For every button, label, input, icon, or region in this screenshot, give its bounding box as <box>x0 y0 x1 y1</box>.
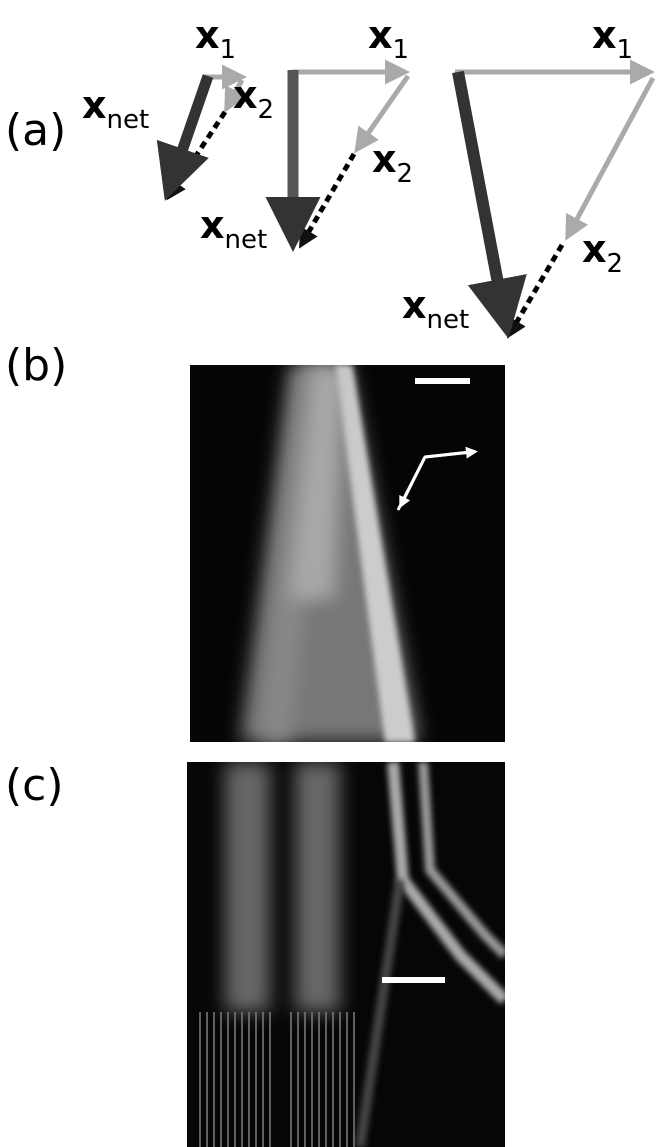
symbol: x <box>233 73 258 117</box>
panel-label: (a) <box>5 105 66 156</box>
figure: (a) x1x2xnetx1x2xnetx1x2xnet (b) (c) <box>0 0 659 1147</box>
micrograph <box>190 365 505 742</box>
vector-label: x2 <box>372 137 413 189</box>
symbol: x <box>200 203 225 247</box>
vector-label: xnet <box>82 83 149 135</box>
symbol: x <box>372 137 397 181</box>
subscript: 2 <box>607 249 624 279</box>
vector-label: xnet <box>200 203 267 255</box>
subscript: net <box>427 305 470 335</box>
arrow-xnet <box>458 72 504 315</box>
symbol: x <box>402 283 427 327</box>
vector-diagram <box>455 72 653 330</box>
subscript: 1 <box>220 35 237 65</box>
symbol: x <box>368 13 393 57</box>
vector-label: x1 <box>368 13 409 65</box>
subscript: net <box>225 225 268 255</box>
micrograph <box>187 762 505 1147</box>
vector-label: x2 <box>582 227 623 279</box>
panel-label: (b) <box>5 340 67 391</box>
vector-label: xnet <box>402 283 469 335</box>
symbol: x <box>582 227 607 271</box>
symbol: x <box>592 13 617 57</box>
arrow-x2 <box>360 76 408 145</box>
vector-label: x2 <box>233 73 274 125</box>
page: {"panels": [ {"label": "(a)", "diagrams"… <box>0 0 659 1147</box>
vector-diagram <box>172 76 242 192</box>
vector-label: x1 <box>592 13 633 65</box>
symbol: x <box>195 13 220 57</box>
vector-label: x1 <box>195 13 236 65</box>
panel-label: (c) <box>5 760 64 811</box>
subscript: 1 <box>393 35 410 65</box>
arrow-dashed <box>304 154 354 240</box>
arrow-x2 <box>570 78 653 232</box>
symbol: x <box>82 83 107 127</box>
subscript: net <box>107 105 150 135</box>
subscript: 2 <box>397 159 414 189</box>
arrow-dashed <box>512 245 562 330</box>
subscript: 2 <box>258 95 275 125</box>
subscript: 1 <box>617 35 634 65</box>
